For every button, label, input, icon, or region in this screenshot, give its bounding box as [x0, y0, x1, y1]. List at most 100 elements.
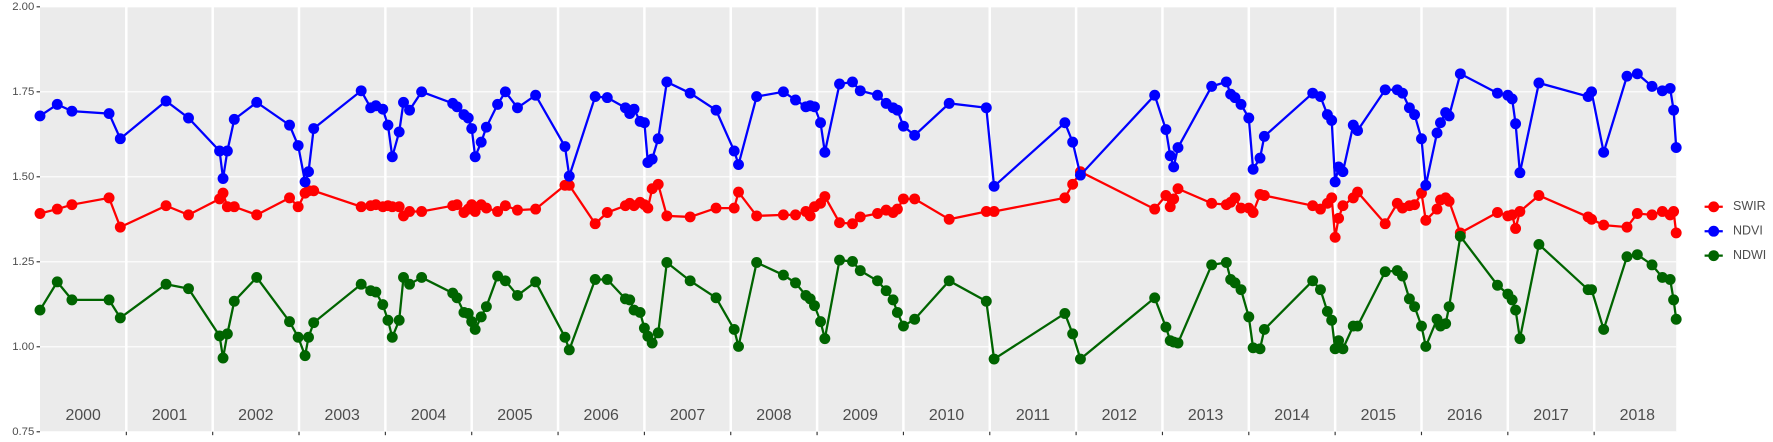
data-point	[1510, 223, 1522, 234]
data-point	[988, 353, 1000, 365]
data-point	[847, 76, 858, 88]
data-point	[559, 331, 571, 343]
data-point	[601, 207, 613, 218]
data-point	[393, 126, 405, 138]
data-point	[728, 323, 740, 335]
data-point	[251, 271, 263, 283]
data-point	[943, 275, 955, 287]
data-point	[1172, 142, 1184, 154]
data-point	[1492, 207, 1503, 218]
data-point	[1403, 293, 1415, 305]
data-point	[451, 101, 463, 113]
year-label: 2007	[670, 407, 706, 424]
data-point	[299, 176, 311, 188]
data-point	[684, 211, 696, 223]
data-point	[499, 86, 511, 98]
data-point	[589, 218, 601, 230]
year-label: 2001	[152, 407, 188, 424]
year-label: 2003	[325, 407, 361, 424]
data-point	[1492, 87, 1503, 99]
data-point	[1326, 314, 1338, 326]
data-point	[1586, 284, 1598, 296]
data-point	[1664, 82, 1676, 94]
year-label: 2013	[1188, 407, 1224, 424]
data-point	[462, 308, 474, 319]
data-point	[1397, 87, 1408, 99]
data-point	[51, 276, 63, 288]
data-point	[1149, 89, 1161, 101]
data-point	[1235, 202, 1247, 214]
data-point	[103, 294, 115, 306]
data-point	[751, 210, 763, 222]
data-point	[1067, 328, 1079, 340]
data-point	[160, 95, 172, 107]
data-point	[1668, 104, 1680, 116]
legend-marker	[1708, 201, 1720, 213]
data-point	[1379, 266, 1391, 278]
data-point	[370, 286, 382, 298]
data-point	[1416, 133, 1427, 145]
data-point	[1454, 230, 1466, 242]
data-point	[284, 192, 295, 204]
data-point	[251, 96, 263, 108]
year-label: 2000	[65, 407, 101, 424]
data-point	[1206, 197, 1218, 209]
data-point	[299, 350, 311, 362]
data-point	[872, 208, 883, 219]
year-label: 2016	[1447, 407, 1483, 424]
data-point	[1172, 183, 1184, 195]
data-point	[183, 209, 194, 221]
data-point	[733, 340, 744, 352]
data-point	[103, 108, 115, 120]
data-point	[183, 283, 194, 295]
data-point	[416, 206, 428, 217]
data-point	[1420, 340, 1432, 352]
data-point	[661, 210, 673, 222]
data-point	[1409, 199, 1421, 211]
series-line	[39, 233, 1678, 361]
data-point	[1206, 80, 1218, 92]
year-label: 2015	[1361, 407, 1397, 424]
data-point	[1074, 353, 1086, 365]
data-point	[228, 113, 240, 125]
data-point	[1514, 206, 1526, 217]
data-point	[303, 331, 314, 343]
data-point	[1149, 292, 1161, 304]
year-label: 2018	[1620, 407, 1656, 424]
year-label: 2012	[1102, 407, 1138, 424]
data-point	[652, 133, 664, 145]
data-point	[1235, 98, 1247, 110]
data-point	[815, 117, 826, 129]
data-point	[790, 209, 801, 221]
data-point	[355, 85, 367, 97]
data-point	[1533, 190, 1545, 201]
data-point	[377, 299, 389, 311]
data-point	[1646, 209, 1658, 221]
data-point	[228, 295, 240, 307]
data-point	[1059, 308, 1071, 319]
data-point	[1533, 238, 1545, 250]
data-point	[646, 153, 658, 165]
data-point	[1506, 294, 1518, 306]
year-label: 2010	[929, 407, 965, 424]
data-point	[66, 294, 78, 306]
data-point	[1254, 152, 1266, 164]
data-point	[1510, 304, 1522, 316]
data-point	[1206, 259, 1218, 271]
data-point	[943, 97, 955, 109]
data-point	[480, 202, 492, 214]
data-point	[355, 201, 367, 213]
data-point	[1329, 343, 1341, 355]
data-point	[1258, 323, 1270, 335]
data-point	[1621, 251, 1633, 263]
data-point	[284, 316, 295, 328]
data-point	[847, 218, 858, 230]
year-label: 2002	[238, 407, 274, 424]
data-point	[790, 94, 801, 106]
data-point	[1506, 93, 1518, 105]
data-point	[1258, 190, 1270, 201]
data-point	[1160, 321, 1172, 333]
data-point	[1492, 279, 1503, 291]
data-point	[819, 333, 831, 345]
